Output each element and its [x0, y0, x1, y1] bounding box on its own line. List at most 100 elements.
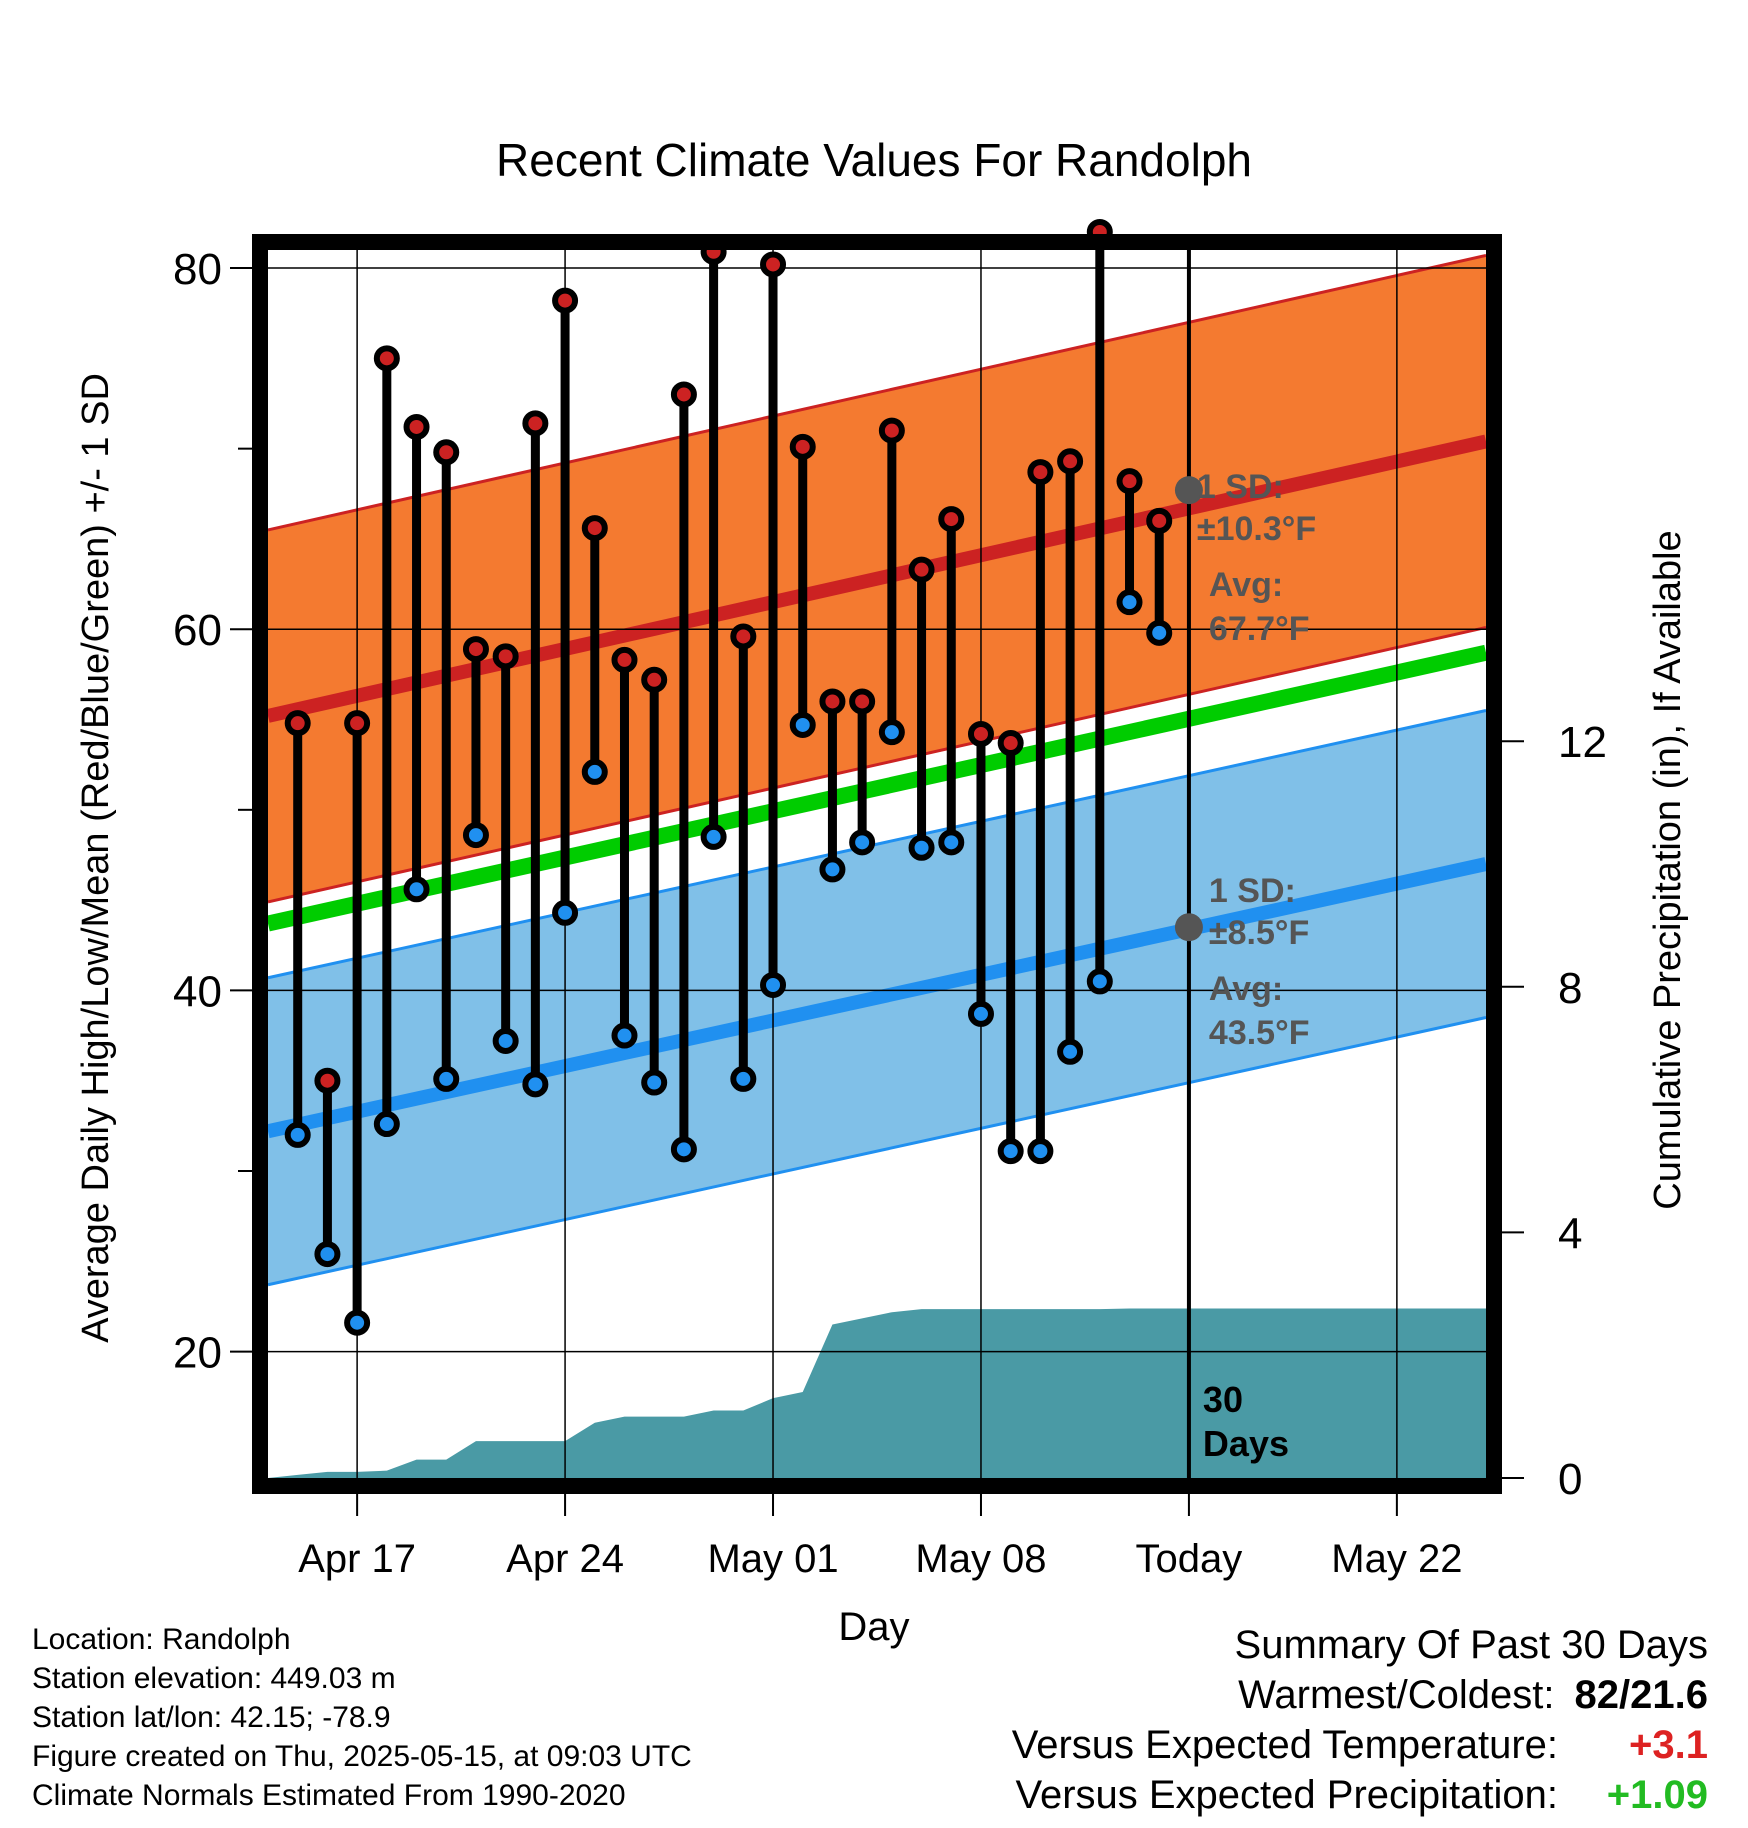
chart-title: Recent Climate Values For Randolph	[496, 134, 1252, 186]
daily-low-point	[849, 829, 876, 856]
y2-tick-label: 12	[1558, 718, 1607, 767]
daily-low-point	[1027, 1138, 1054, 1165]
high-sd-band-upper-edge	[267, 253, 1487, 532]
daily-high-point	[1027, 459, 1054, 486]
daily-low-point	[730, 1065, 757, 1092]
daily-low-point	[552, 899, 579, 926]
daily-high-point	[938, 506, 965, 533]
precipitation-area	[268, 1308, 1486, 1478]
daily-high-point	[997, 730, 1024, 757]
daily-high-point	[552, 287, 579, 314]
daily-low-point	[492, 1027, 519, 1054]
summary-row-temp: Versus Expected Temperature: +3.1	[1012, 1720, 1708, 1770]
low-sd-value: ±8.5°F	[1209, 914, 1309, 952]
y-tick-label: 60	[173, 606, 222, 655]
daily-low-point	[700, 823, 727, 850]
daily-low-point	[878, 719, 905, 746]
low-sd-band-upper-edge	[267, 709, 1487, 980]
daily-high-point	[581, 515, 608, 542]
summary-row-warmest: Warmest/Coldest: 82/21.6	[1012, 1670, 1708, 1720]
daily-low-point	[938, 829, 965, 856]
daily-low-point	[284, 1121, 311, 1148]
daily-high-point	[1146, 507, 1173, 534]
daily-low-point	[967, 1000, 994, 1027]
today-avg-high-marker	[1174, 476, 1203, 505]
plot-area: 1 SD: ±10.3°F Avg: 67.7°F 1 SD: ±8.5°F Avg: 43.…	[173, 218, 1607, 1581]
daily-high-point	[878, 417, 905, 444]
daily-low-point	[997, 1138, 1024, 1165]
temp-value: +3.1	[1629, 1723, 1708, 1767]
daily-high-point	[670, 381, 697, 408]
daily-low-point	[641, 1069, 668, 1096]
elevation-text: Station elevation: 449.03 m	[32, 1662, 396, 1695]
daily-low-point	[1146, 619, 1173, 646]
high-avg-value: 67.7°F	[1209, 610, 1310, 648]
summary-row-precip: Versus Expected Precipitation: +1.09	[1012, 1770, 1708, 1820]
daily-low-point	[760, 971, 787, 998]
daily-low-point	[344, 1309, 371, 1336]
daily-high-point	[908, 556, 935, 583]
normals-text: Climate Normals Estimated From 1990-2020	[32, 1779, 626, 1812]
daily-high-point	[433, 439, 460, 466]
daily-high-point	[462, 636, 489, 663]
daily-low-point	[819, 856, 846, 883]
precip-value: +1.09	[1606, 1773, 1708, 1817]
daily-high-point	[789, 433, 816, 460]
daily-low-point	[522, 1071, 549, 1098]
x-tick-label: Apr 17	[298, 1537, 416, 1581]
daily-high-point	[314, 1067, 341, 1094]
daily-high-point	[849, 688, 876, 715]
daily-high-point	[967, 720, 994, 747]
daily-low-point	[1086, 968, 1113, 995]
daily-high-point	[611, 646, 638, 673]
x-tick-label: May 08	[915, 1537, 1046, 1581]
low-avg-label: Avg:	[1209, 970, 1283, 1008]
daily-high-point	[730, 623, 757, 650]
daily-low-point	[581, 758, 608, 785]
daily-low-point	[1116, 589, 1143, 616]
daily-low-point	[373, 1111, 400, 1138]
daily-high-point	[284, 710, 311, 737]
location-text: Location: Randolph	[32, 1623, 291, 1656]
daily-high-point	[760, 251, 787, 278]
daily-low-point	[670, 1136, 697, 1163]
low-sd-band-lower-edge	[267, 1016, 1487, 1287]
x-tick-label: Apr 24	[506, 1537, 624, 1581]
daily-low-point	[908, 834, 935, 861]
daily-low-point	[314, 1241, 341, 1268]
station-info: Location: Randolph Station elevation: 44…	[32, 1620, 692, 1815]
daily-low-point	[433, 1065, 460, 1092]
daily-low-point	[403, 876, 430, 903]
daily-low-point	[611, 1022, 638, 1049]
days-label-number: 30	[1203, 1379, 1243, 1420]
low-sd-label: 1 SD:	[1209, 872, 1296, 910]
y2-tick-label: 0	[1558, 1455, 1582, 1504]
daily-high-point	[344, 710, 371, 737]
daily-high-point	[641, 666, 668, 693]
daily-high-point	[492, 643, 519, 670]
y-tick-label: 40	[173, 967, 222, 1016]
normal-low-line	[266, 857, 1488, 1139]
normal-mean-line	[266, 644, 1488, 932]
days-label-text: Days	[1203, 1423, 1289, 1464]
y-axis-label: Average Daily High/Low/Mean (Red/Blue/Gr…	[75, 373, 117, 1343]
daily-low-point	[462, 822, 489, 849]
y-tick-label: 20	[173, 1329, 222, 1378]
summary-panel: Summary Of Past 30 Days Warmest/Coldest:…	[1012, 1620, 1708, 1820]
high-sd-label: 1 SD:	[1197, 468, 1284, 506]
x-tick-label: Today	[1136, 1537, 1243, 1581]
warmest-coldest-value: 82/21.6	[1574, 1673, 1708, 1717]
summary-title: Summary Of Past 30 Days	[1234, 1623, 1708, 1667]
low-avg-value: 43.5°F	[1209, 1014, 1310, 1052]
high-avg-label: Avg:	[1209, 566, 1283, 604]
created-text: Figure created on Thu, 2025-05-15, at 09…	[32, 1740, 692, 1773]
daily-high-point	[373, 345, 400, 372]
temp-label: Versus Expected Temperature:	[1011, 1723, 1558, 1767]
y2-tick-label: 4	[1558, 1209, 1582, 1258]
latlon-text: Station lat/lon: 42.15; -78.9	[32, 1701, 391, 1734]
y2-axis-label: Cumulative Precipitation (in), If Availa…	[1647, 530, 1689, 1209]
x-tick-label: May 22	[1331, 1537, 1462, 1581]
daily-low-point	[1057, 1038, 1084, 1065]
today-avg-low-marker	[1174, 913, 1203, 942]
daily-high-point	[819, 688, 846, 715]
